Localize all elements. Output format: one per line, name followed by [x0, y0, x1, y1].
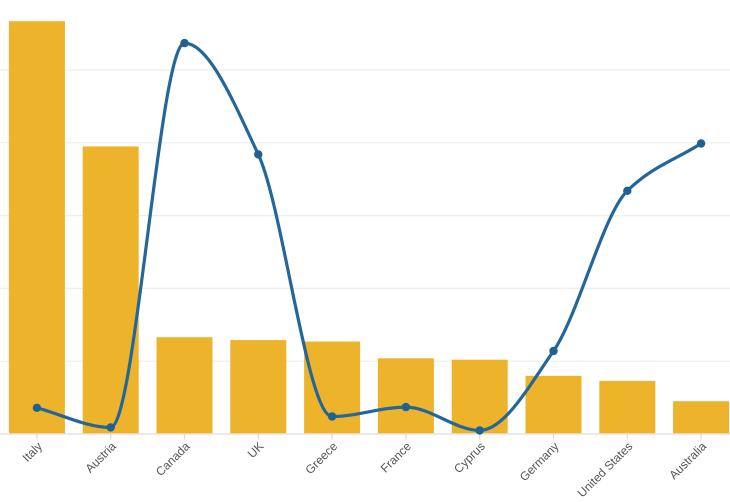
x-axis-labels-layer: Italy Austria Canada UK Greece France Cyprus Ge…	[20, 439, 710, 500]
line-series-path	[35, 41, 703, 433]
bar-italy[interactable]	[8, 21, 65, 434]
bar-australia[interactable]	[673, 401, 730, 434]
line-point-italy[interactable]	[32, 403, 42, 412]
line-point-cyprus[interactable]	[475, 426, 484, 435]
line-point-uk[interactable]	[254, 150, 263, 159]
bar-series-layer	[8, 21, 730, 434]
x-axis-label-australia[interactable]: Australia	[666, 439, 709, 482]
bar-uk[interactable]	[230, 340, 287, 434]
line-markers-layer	[32, 38, 706, 435]
line-point-france[interactable]	[401, 402, 411, 412]
bar-united-states[interactable]	[599, 380, 656, 434]
line-point-germany[interactable]	[549, 346, 558, 356]
line-point-united-states[interactable]	[623, 186, 632, 195]
x-axis-label-united-states[interactable]: United States	[575, 439, 636, 500]
line-point-australia[interactable]	[696, 139, 706, 148]
x-axis-layer	[0, 433, 730, 440]
x-axis-label-cyprus[interactable]: Cyprus	[451, 439, 488, 476]
x-axis-label-france[interactable]: France	[378, 439, 415, 476]
x-axis-label-uk[interactable]: UK	[245, 439, 267, 461]
x-axis-label-canada[interactable]: Canada	[153, 439, 193, 479]
line-series-layer	[35, 41, 703, 433]
bar-germany[interactable]	[525, 375, 582, 434]
x-axis-label-germany[interactable]: Germany	[517, 439, 562, 484]
line-point-greece[interactable]	[327, 412, 337, 421]
x-axis-label-italy[interactable]: Italy	[20, 439, 45, 464]
x-axis-label-austria[interactable]: Austria	[83, 439, 120, 476]
bar-canada[interactable]	[156, 337, 213, 434]
bar-france[interactable]	[377, 358, 434, 434]
line-point-canada[interactable]	[180, 38, 189, 48]
x-axis-label-greece[interactable]: Greece	[302, 439, 340, 477]
line-point-austria[interactable]	[106, 423, 115, 432]
bar-austria[interactable]	[82, 146, 139, 434]
